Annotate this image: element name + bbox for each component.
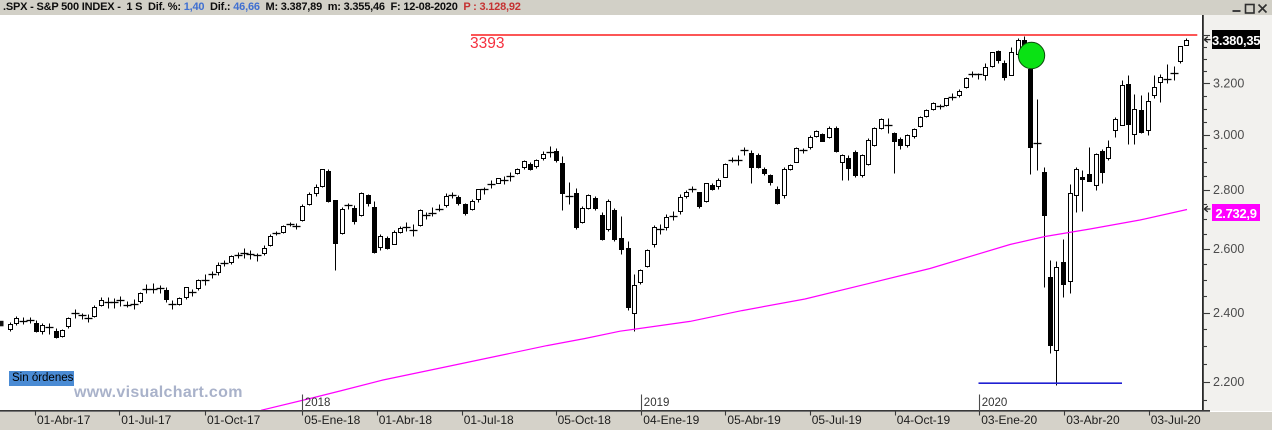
svg-text:05-Oct-18: 05-Oct-18	[558, 413, 612, 427]
svg-text:04-Oct-19: 04-Oct-19	[897, 413, 951, 427]
svg-text:2019: 2019	[644, 397, 670, 409]
svg-text:2.200: 2.200	[1213, 375, 1244, 389]
svg-text:01-Oct-17: 01-Oct-17	[207, 413, 261, 427]
svg-text:05-Ene-18: 05-Ene-18	[304, 413, 360, 427]
svg-text:3.000: 3.000	[1213, 128, 1244, 142]
svg-text:05-Abr-19: 05-Abr-19	[727, 413, 781, 427]
svg-text:2.400: 2.400	[1213, 306, 1244, 320]
svg-text:04-Ene-19: 04-Ene-19	[643, 413, 699, 427]
svg-text:03-Ene-20: 03-Ene-20	[981, 413, 1037, 427]
svg-text:2018: 2018	[305, 397, 331, 409]
svg-text:01-Abr-18: 01-Abr-18	[379, 413, 433, 427]
svg-text:2020: 2020	[982, 397, 1008, 409]
svg-text:01-Jul-17: 01-Jul-17	[121, 413, 171, 427]
svg-text:03-Jul-20: 03-Jul-20	[1151, 413, 1201, 427]
svg-text:3.200: 3.200	[1213, 77, 1244, 91]
svg-text:2.800: 2.800	[1213, 183, 1244, 197]
svg-text:01-Jul-18: 01-Jul-18	[464, 413, 514, 427]
svg-text:2.600: 2.600	[1213, 242, 1244, 256]
svg-text:01-Abr-17: 01-Abr-17	[37, 413, 91, 427]
svg-text:05-Jul-19: 05-Jul-19	[812, 413, 862, 427]
svg-text:03-Abr-20: 03-Abr-20	[1066, 413, 1120, 427]
